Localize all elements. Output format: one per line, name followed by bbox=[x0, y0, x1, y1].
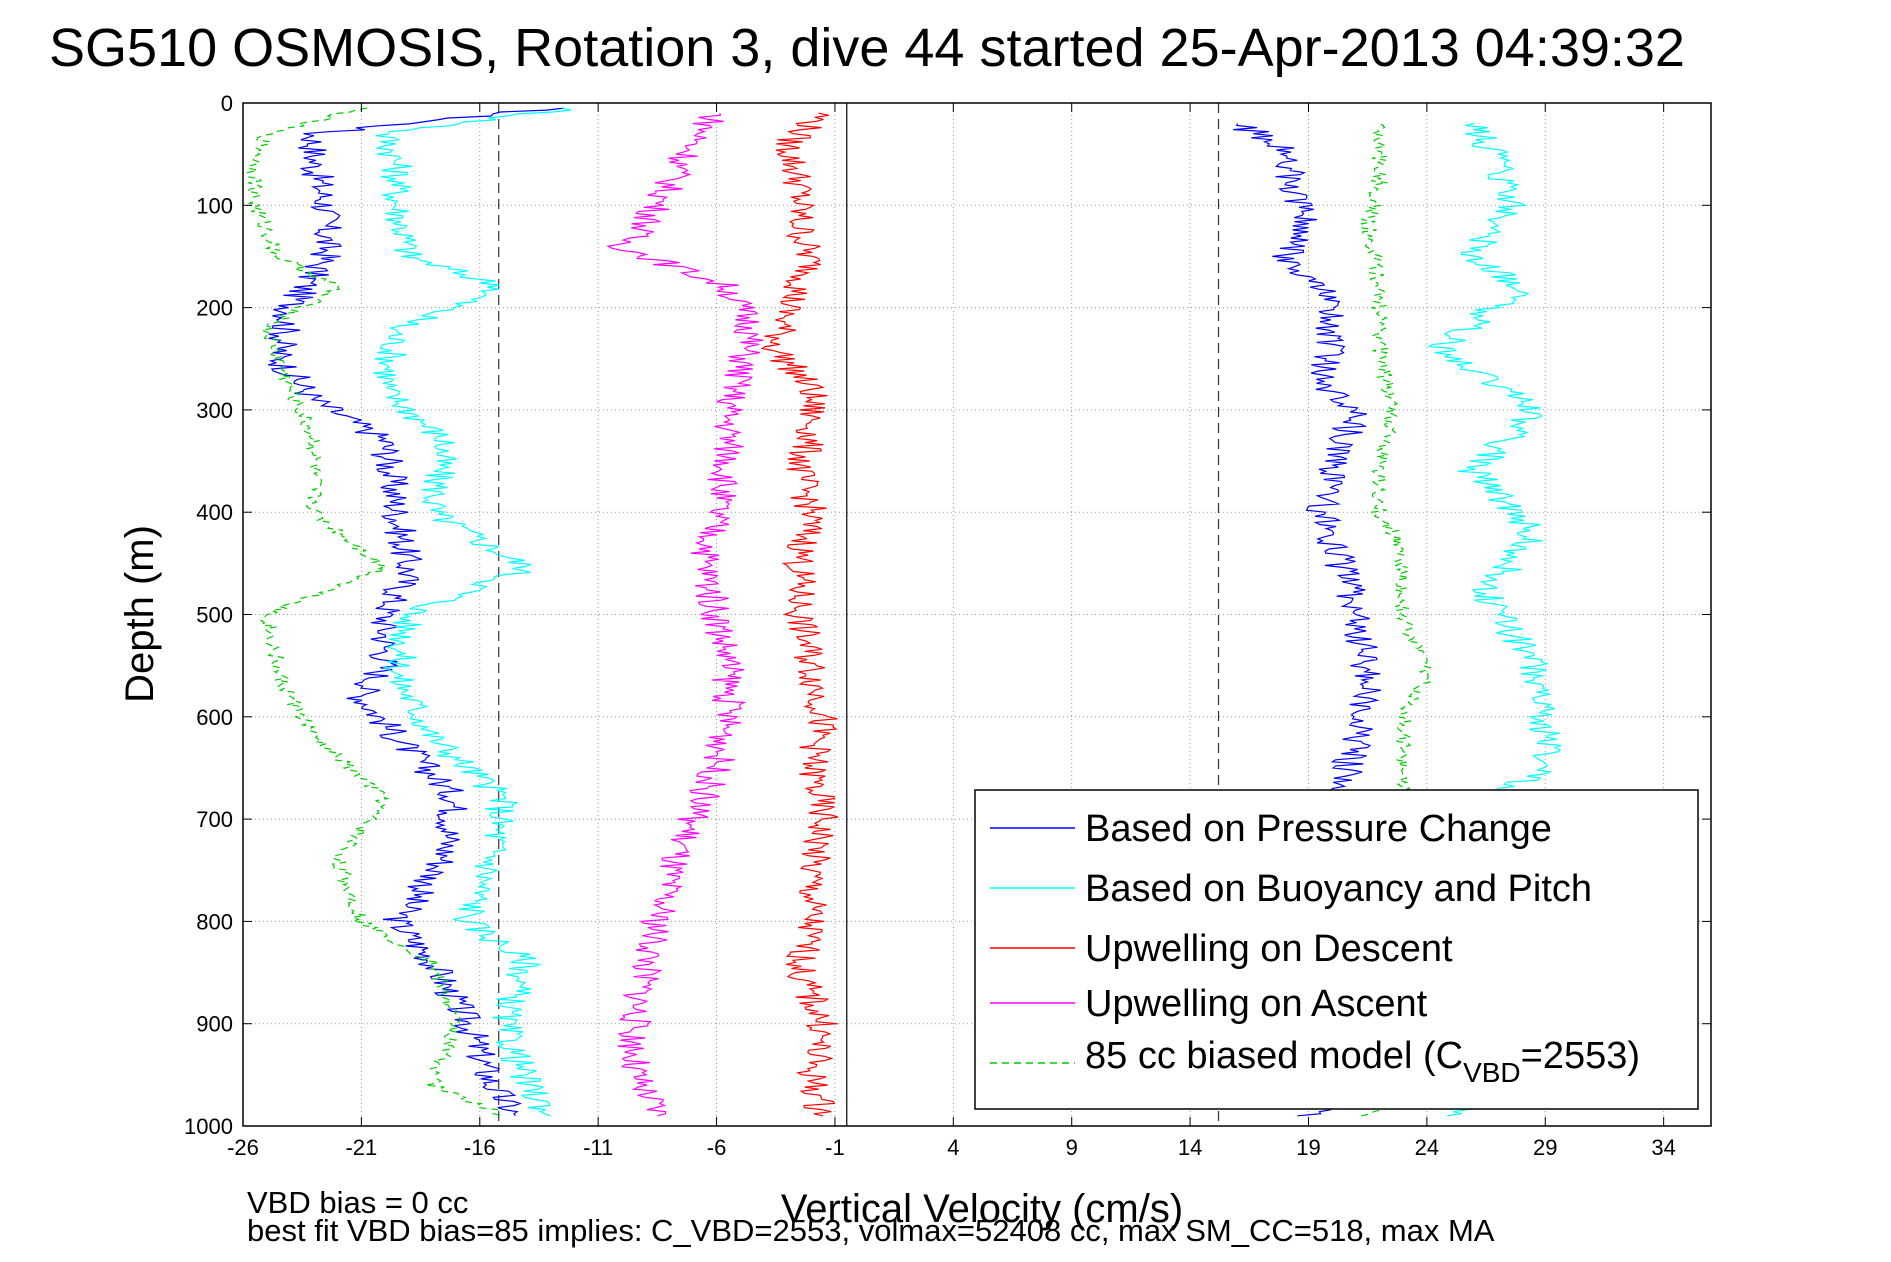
legend-label-model-end: =2553) bbox=[1521, 1035, 1640, 1077]
legend: Based on Pressure Change Based on Buoyan… bbox=[974, 789, 1699, 1110]
y-tick-label: 0 bbox=[221, 91, 233, 116]
x-tick-label: -11 bbox=[583, 1135, 613, 1160]
y-tick-label: 400 bbox=[196, 500, 233, 525]
x-tick-label: -26 bbox=[227, 1135, 259, 1160]
y-tick-label: 300 bbox=[196, 398, 233, 423]
x-axis-label: Vertical Velocity (cm/s) bbox=[781, 1187, 1183, 1231]
series-line-buoyancy-pitch-descent bbox=[373, 107, 572, 1117]
x-tick-label: -21 bbox=[345, 1135, 377, 1160]
y-tick-label: 900 bbox=[196, 1012, 233, 1037]
x-tick-label: 19 bbox=[1296, 1135, 1320, 1160]
y-tick-label: 1000 bbox=[184, 1114, 233, 1139]
y-tick-label: 700 bbox=[196, 807, 233, 832]
legend-label-pressure: Based on Pressure Change bbox=[1085, 808, 1552, 850]
series-line-upwelling-descent-profile bbox=[760, 112, 839, 1117]
series-upwelling-ascent bbox=[606, 113, 764, 1117]
legend-label-buoyancy: Based on Buoyancy and Pitch bbox=[1085, 868, 1592, 910]
y-tick-label: 800 bbox=[196, 909, 233, 934]
legend-label-model-subscript: VBD bbox=[1463, 1057, 1521, 1088]
y-tick-label: 100 bbox=[196, 193, 233, 218]
legend-label-model-main: 85 cc biased model (C bbox=[1085, 1035, 1463, 1077]
legend-label-descent: Upwelling on Descent bbox=[1085, 928, 1453, 970]
x-tick-label: 14 bbox=[1178, 1135, 1202, 1160]
x-tick-label: 34 bbox=[1651, 1135, 1675, 1160]
series-line-pressure-change-descent bbox=[268, 107, 564, 1117]
x-ticks: -26 -21 -16 -11 -6 -1 4 9 14 19 24 29 34 bbox=[227, 103, 1676, 1160]
x-tick-label: 29 bbox=[1533, 1135, 1557, 1160]
legend-label-model: 85 cc biased model (CVBD=2553) bbox=[1085, 1035, 1640, 1088]
y-tick-label: 200 bbox=[196, 296, 233, 321]
best-fit-note: best fit VBD bias=85 implies: C_VBD=2553… bbox=[247, 1213, 1495, 1248]
y-tick-label: 500 bbox=[196, 603, 233, 628]
vbd-bias-note: VBD bias = 0 cc bbox=[247, 1185, 468, 1220]
x-tick-label: -16 bbox=[464, 1135, 496, 1160]
y-axis-label: Depth (m) bbox=[118, 525, 162, 703]
legend-box bbox=[974, 789, 1699, 1110]
x-tick-label: -6 bbox=[707, 1135, 727, 1160]
x-tick-label: -1 bbox=[825, 1135, 845, 1160]
x-tick-label: 4 bbox=[947, 1135, 959, 1160]
legend-label-ascent: Upwelling on Ascent bbox=[1085, 983, 1428, 1025]
x-tick-label: 24 bbox=[1415, 1135, 1439, 1160]
series-upwelling-descent bbox=[760, 112, 839, 1117]
y-tick-label: 600 bbox=[196, 705, 233, 730]
y-ticks: 0 100 200 300 400 500 600 700 800 900 1000 bbox=[184, 91, 1711, 1139]
x-tick-label: 9 bbox=[1066, 1135, 1078, 1160]
chart-title: SG510 OSMOSIS, Rotation 3, dive 44 start… bbox=[49, 18, 1685, 78]
series-line-upwelling-ascent-profile bbox=[606, 113, 764, 1117]
